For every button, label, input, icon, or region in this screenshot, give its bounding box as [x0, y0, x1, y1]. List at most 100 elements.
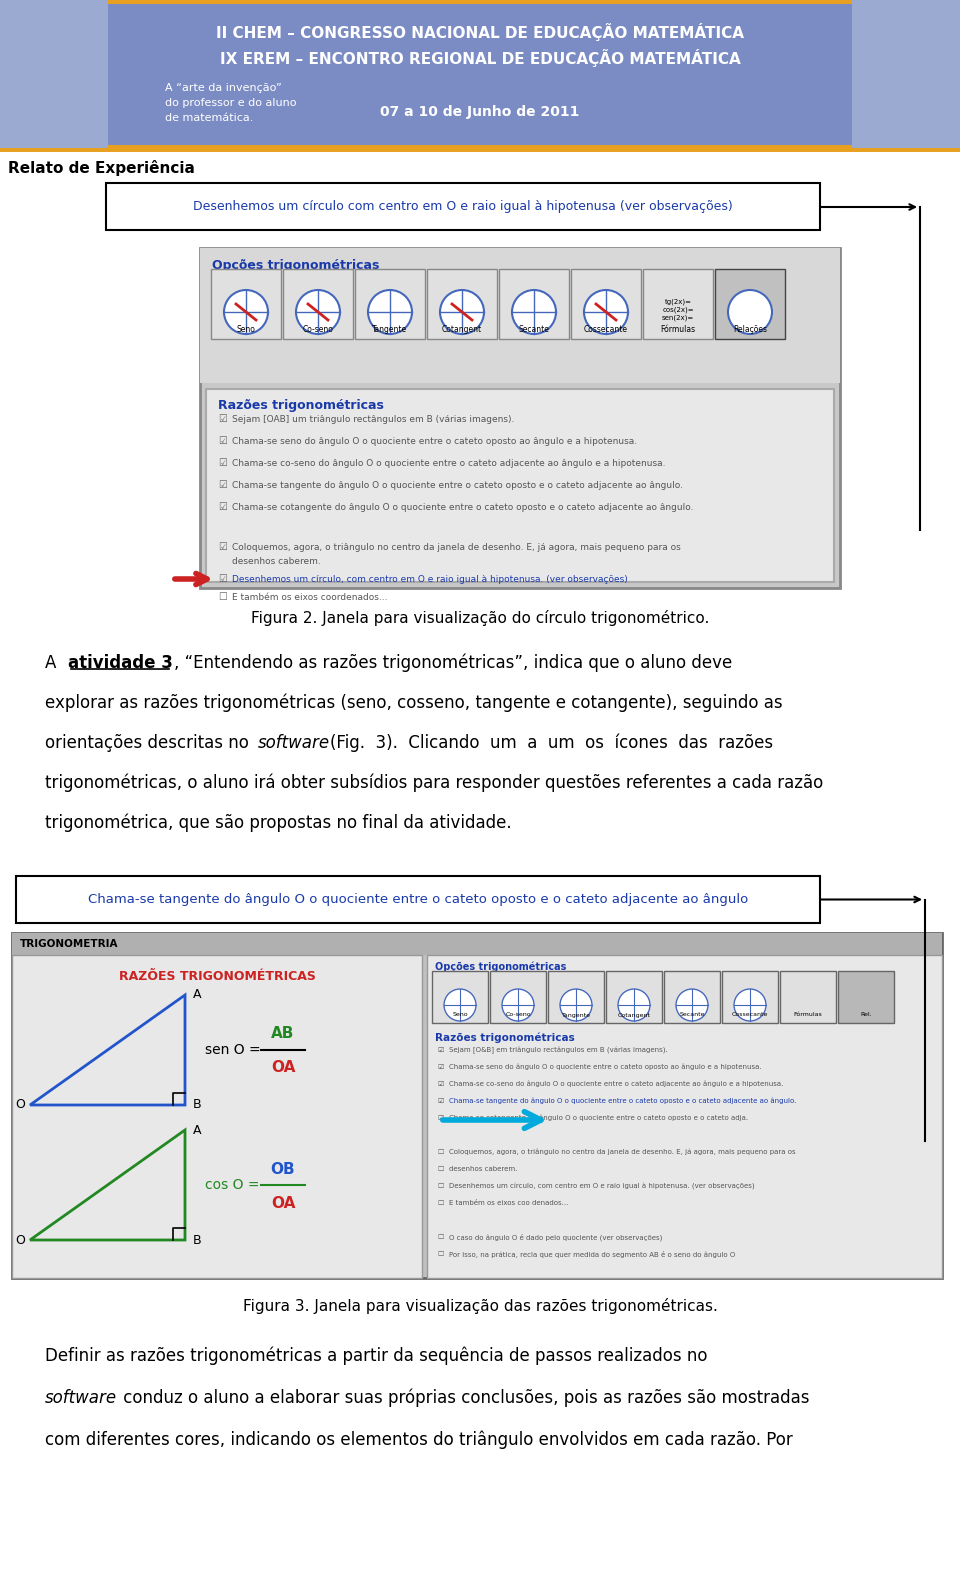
FancyBboxPatch shape [211, 269, 281, 340]
Text: Cossecante: Cossecante [732, 1012, 768, 1017]
Text: Desenhemos um círculo, com centro em O e raio igual à hipotenusa. (ver observaçõ: Desenhemos um círculo, com centro em O e… [449, 1182, 755, 1190]
Text: Cossecante: Cossecante [584, 325, 628, 335]
Text: A “arte da invenção”: A “arte da invenção” [165, 83, 281, 93]
Text: ☑: ☑ [437, 1064, 444, 1071]
FancyBboxPatch shape [722, 971, 778, 1023]
Text: A: A [45, 654, 61, 671]
FancyBboxPatch shape [200, 248, 840, 588]
FancyBboxPatch shape [427, 956, 942, 1278]
Text: software: software [258, 734, 330, 751]
Text: Chama-se tangente do ângulo O o quociente entre o cateto oposto e o cateto adjac: Chama-se tangente do ângulo O o quocient… [449, 1097, 797, 1104]
Text: software: software [45, 1390, 117, 1407]
Text: Figura 3. Janela para visualização das razões trigonométricas.: Figura 3. Janela para visualização das r… [243, 1298, 717, 1314]
Text: ☑: ☑ [437, 1115, 444, 1121]
FancyBboxPatch shape [490, 971, 546, 1023]
Circle shape [224, 289, 268, 333]
Text: sen(2x)=: sen(2x)= [661, 314, 694, 321]
Circle shape [584, 289, 628, 333]
FancyBboxPatch shape [0, 0, 960, 148]
Circle shape [560, 989, 592, 1020]
Text: sen O =: sen O = [205, 1042, 260, 1056]
Text: Chama-se co-seno do ângulo O o quociente entre o cateto adjacente ao ângulo e a : Chama-se co-seno do ângulo O o quociente… [449, 1082, 783, 1088]
Text: explorar as razões trigonométricas (seno, cosseno, tangente e cotangente), segui: explorar as razões trigonométricas (seno… [45, 693, 782, 712]
Text: Fórmulas: Fórmulas [794, 1012, 823, 1017]
Text: II CHEM – CONGRESSO NACIONAL DE EDUCAÇÃO MATEMÁTICA: II CHEM – CONGRESSO NACIONAL DE EDUCAÇÃO… [216, 24, 744, 41]
Text: ☑: ☑ [218, 457, 227, 468]
Text: Sejam [OAB] um triângulo rectângulos em B (várias imagens).: Sejam [OAB] um triângulo rectângulos em … [232, 415, 515, 423]
FancyBboxPatch shape [106, 182, 820, 230]
Text: Secante: Secante [518, 325, 549, 335]
FancyBboxPatch shape [499, 269, 569, 340]
Text: RAZÕES TRIGONOMÉTRICAS: RAZÕES TRIGONOMÉTRICAS [119, 970, 316, 984]
Text: B: B [193, 1234, 202, 1247]
Text: tg(2x)=: tg(2x)= [664, 299, 691, 305]
Text: Opções trigonométricas: Opções trigonométricas [212, 259, 379, 272]
Text: Chama-se seno do ângulo O o quociente entre o cateto oposto ao ângulo e a hipote: Chama-se seno do ângulo O o quociente en… [232, 437, 637, 445]
Text: OA: OA [271, 1061, 295, 1075]
Circle shape [440, 289, 484, 333]
FancyBboxPatch shape [16, 876, 820, 923]
Text: Desenhemos um círculo, com centro em O e raio igual à hipotenusa. (ver observaçõ: Desenhemos um círculo, com centro em O e… [232, 574, 628, 583]
Text: Co-seno: Co-seno [505, 1012, 531, 1017]
Text: ☐: ☐ [437, 1184, 444, 1188]
Text: AB: AB [272, 1027, 295, 1042]
Text: ☐: ☐ [218, 593, 227, 602]
Text: IX EREM – ENCONTRO REGIONAL DE EDUCAÇÃO MATEMÁTICA: IX EREM – ENCONTRO REGIONAL DE EDUCAÇÃO … [220, 49, 740, 68]
FancyBboxPatch shape [12, 934, 942, 956]
Text: Cotangent: Cotangent [617, 1012, 651, 1017]
Text: Rel.: Rel. [860, 1012, 872, 1017]
FancyBboxPatch shape [571, 269, 641, 340]
Text: A: A [193, 1124, 202, 1137]
Text: O caso do ângulo O é dado pelo quociente (ver observações): O caso do ângulo O é dado pelo quociente… [449, 1234, 662, 1240]
Text: Desenhemos um círculo com centro em O e raio igual à hipotenusa (ver observações: Desenhemos um círculo com centro em O e … [193, 200, 732, 212]
Text: trigonométricas, o aluno irá obter subsídios para responder questões referentes : trigonométricas, o aluno irá obter subsí… [45, 773, 824, 792]
Text: conduz o aluno a elaborar suas próprias conclusões, pois as razões são mostradas: conduz o aluno a elaborar suas próprias … [118, 1388, 809, 1407]
FancyBboxPatch shape [283, 269, 353, 340]
Text: Figura 2. Janela para visualização do círculo trigonométrico.: Figura 2. Janela para visualização do cí… [251, 610, 709, 626]
Text: ☐: ☐ [437, 1234, 444, 1240]
Text: Co-seno: Co-seno [302, 325, 333, 335]
Text: ☑: ☑ [218, 413, 227, 424]
Text: ☑: ☑ [218, 574, 227, 585]
Text: ☑: ☑ [437, 1047, 444, 1053]
Text: Relato de Experiência: Relato de Experiência [8, 160, 195, 176]
Text: A: A [193, 989, 202, 1001]
Text: ☐: ☐ [437, 1166, 444, 1173]
FancyBboxPatch shape [664, 971, 720, 1023]
Text: de matemática.: de matemática. [165, 113, 253, 123]
Text: desenhos caberem.: desenhos caberem. [449, 1166, 517, 1173]
Text: Chama-se cotangente do ângulo O o quociente entre o cateto oposto e o cateto adj: Chama-se cotangente do ângulo O o quocie… [449, 1115, 748, 1121]
Text: ☑: ☑ [218, 435, 227, 446]
Text: cos(2x)=: cos(2x)= [662, 307, 694, 313]
Text: Definir as razões trigonométricas a partir da sequência de passos realizados no: Definir as razões trigonométricas a part… [45, 1347, 708, 1364]
Text: com diferentes cores, indicando os elementos do triângulo envolvidos em cada raz: com diferentes cores, indicando os eleme… [45, 1431, 793, 1449]
Text: cos O =: cos O = [205, 1177, 259, 1192]
Circle shape [368, 289, 412, 333]
Text: Seno: Seno [236, 325, 255, 335]
FancyBboxPatch shape [780, 971, 836, 1023]
FancyBboxPatch shape [12, 934, 942, 1278]
Text: ☑: ☑ [437, 1097, 444, 1104]
Text: , “Entendendo as razões trigonométricas”, indica que o aluno deve: , “Entendendo as razões trigonométricas”… [174, 654, 732, 673]
FancyBboxPatch shape [548, 971, 604, 1023]
Text: 07 a 10 de Junho de 2011: 07 a 10 de Junho de 2011 [380, 105, 580, 119]
Text: Coloquemos, agora, o triângulo no centro da janela de desenho. E, já agora, mais: Coloquemos, agora, o triângulo no centro… [232, 542, 681, 552]
Text: ☐: ☐ [437, 1199, 444, 1206]
FancyBboxPatch shape [427, 269, 497, 340]
Text: Cotangent: Cotangent [442, 325, 482, 335]
Text: ☑: ☑ [218, 501, 227, 512]
FancyBboxPatch shape [838, 971, 894, 1023]
Text: Tangente: Tangente [372, 325, 408, 335]
Text: ☐: ☐ [437, 1251, 444, 1258]
Text: ☑: ☑ [218, 542, 227, 552]
Circle shape [296, 289, 340, 333]
Text: Chama-se tangente do ângulo O o quociente entre o cateto oposto e o cateto adjac: Chama-se tangente do ângulo O o quocient… [232, 481, 683, 489]
Text: Coloquemos, agora, o triângulo no centro da janela de desenho. E, já agora, mais: Coloquemos, agora, o triângulo no centro… [449, 1149, 796, 1155]
Circle shape [734, 989, 766, 1020]
Circle shape [728, 289, 772, 333]
Text: do professor e do aluno: do professor e do aluno [165, 97, 297, 108]
Text: B: B [193, 1099, 202, 1111]
Text: ☑: ☑ [218, 479, 227, 490]
Text: Tangente: Tangente [562, 1012, 590, 1017]
Text: OA: OA [271, 1195, 295, 1210]
